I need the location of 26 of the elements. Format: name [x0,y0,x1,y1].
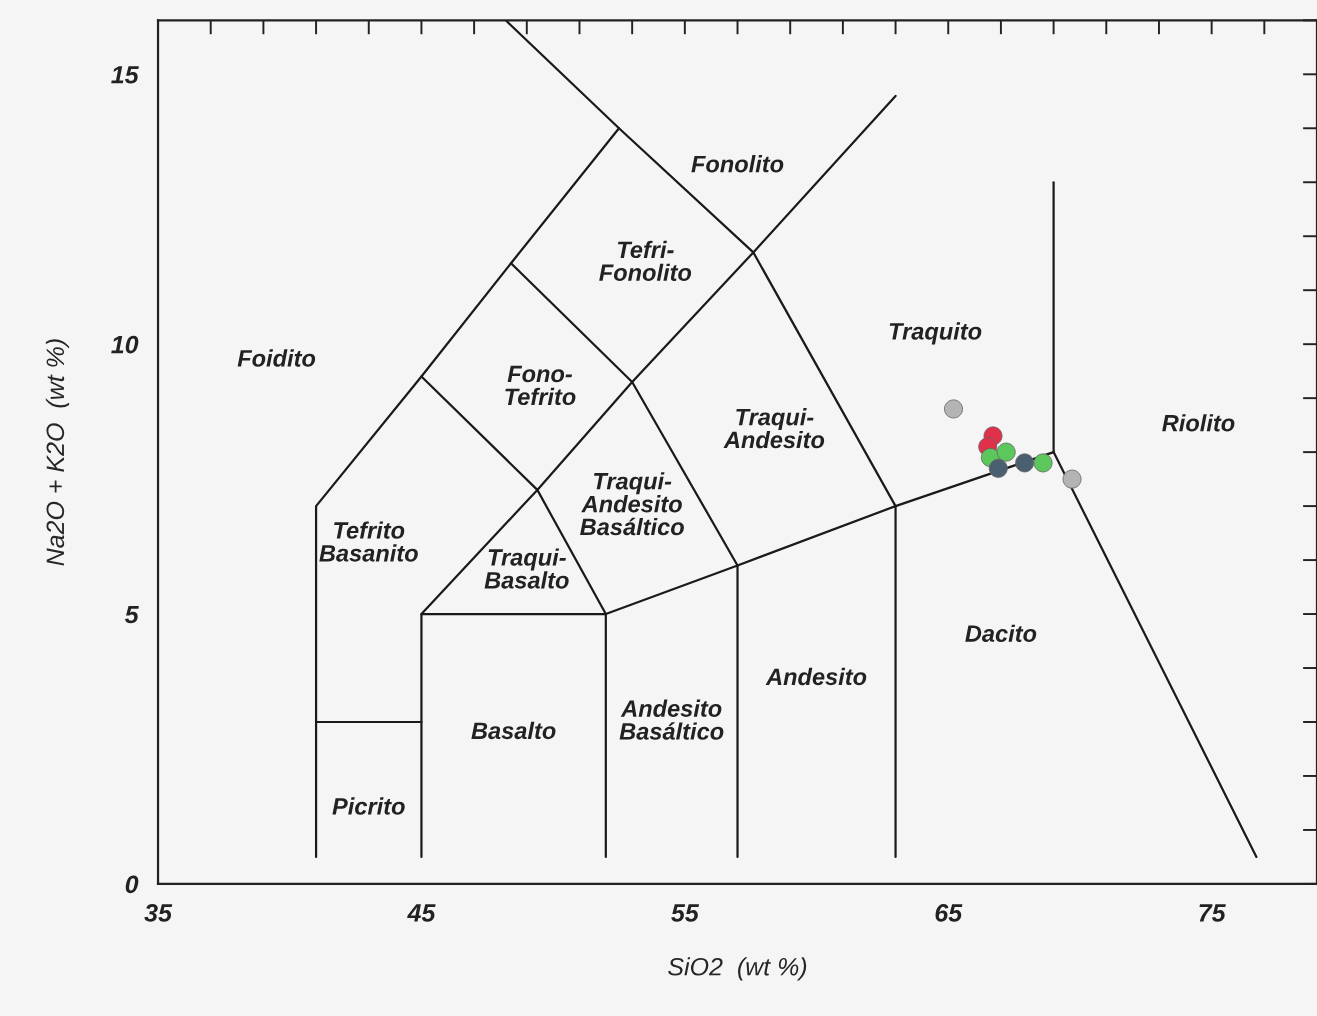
annotation: Andesito Basáltico [619,699,724,740]
annotation: Dacito [965,624,1037,642]
annotation: Riolito [1162,414,1235,432]
annotation: Traqui- Andesito Basáltico [580,472,684,536]
annotation: Basalto [471,721,556,740]
y-tick-label: 0 [125,875,139,894]
annotation: Picrito [332,797,405,815]
x-tick-label: 45 [407,904,436,922]
y-tick-label: 5 [124,605,139,624]
annotation: Andesito [765,667,867,686]
x-tick-label: 75 [1199,904,1226,922]
annotation: Traqui- Andesito [723,408,825,449]
annotation: Traqui- Basalto [484,548,569,589]
x-axis-title: SiO2 (wt %) [668,957,807,981]
annotation: Foidito [237,349,316,367]
y-axis-title: Na2O + K2O (wt %) [45,339,70,566]
annotation: Traquito [889,322,982,345]
annotation: Fono- Tefrito [505,365,576,406]
annotation: Tefri- Fonolito [599,240,692,281]
annotation: Tefrito Basanito [319,521,418,562]
y-tick-label: 15 [111,66,139,84]
y-tick-label: 10 [111,335,139,354]
x-tick-label: 65 [935,904,963,922]
annotation: Fonolito [691,155,784,173]
x-tick-label: 55 [671,904,700,922]
x-tick-label: 35 [144,904,173,922]
